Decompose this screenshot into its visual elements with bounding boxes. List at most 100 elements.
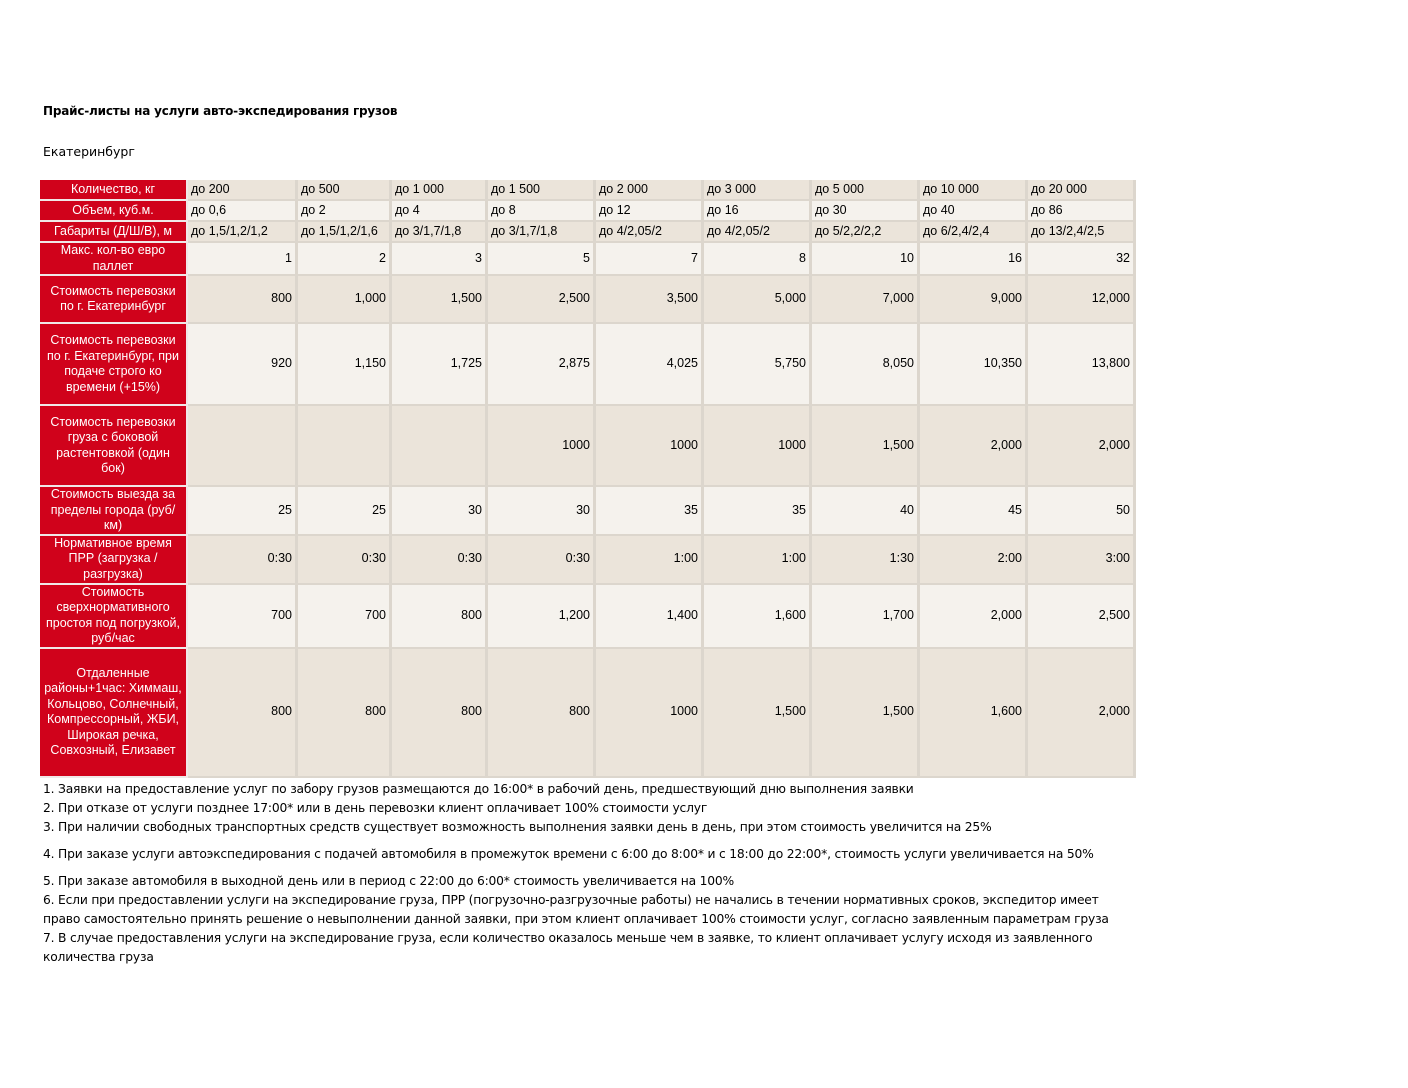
table-cell: до 4/2,05/2 [704,222,812,243]
note-6-cont: право самостоятельно принять решение о н… [43,912,1109,926]
row-label: Габариты (Д/Ш/В), м [40,222,188,243]
table-cell: 7,000 [812,276,920,324]
table-cell: 1000 [704,406,812,487]
table-cell: 30 [392,487,488,536]
table-cell: 32 [1028,243,1136,276]
table-cell: 8 [704,243,812,276]
table-row: Объем, куб.м. до 0,6 до 2 до 4 до 8 до 12 до 1… [40,201,1136,222]
table-cell: 45 [920,487,1028,536]
table-row: Стоимость сверхнормативного простоя под … [40,584,1136,649]
row-label: Макс. кол-во евро паллет [40,243,188,276]
table-cell: до 500 [298,180,392,201]
table-cell: 25 [298,487,392,536]
price-table: Количество, кг до 200 до 500 до 1 000 до 1 5… [40,180,1136,778]
table-cell: 2,500 [488,276,596,324]
table-cell: 35 [596,487,704,536]
table-cell: 1,400 [596,584,704,649]
note-1: 1. Заявки на предоставление услуг по заб… [43,782,914,796]
table-cell: до 4/2,05/2 [596,222,704,243]
table-cell [392,406,488,487]
table-cell: до 2 [298,201,392,222]
table-cell: до 30 [812,201,920,222]
table-cell: 12,000 [1028,276,1136,324]
table-cell: 1000 [596,406,704,487]
table-row: Стоимость перевозки по г. Екатеринбург, … [40,324,1136,406]
table-cell: 30 [488,487,596,536]
table-cell: 800 [298,648,392,778]
table-cell: 2,000 [1028,648,1136,778]
table-cell: 50 [1028,487,1136,536]
table-cell: 5,750 [704,324,812,406]
table-row: Стоимость перевозки груза с боковой раст… [40,406,1136,487]
table-cell: до 3 000 [704,180,812,201]
row-label: Стоимость перевозки груза с боковой раст… [40,406,188,487]
note-6: 6. Если при предоставлении услуги на экс… [43,893,1099,907]
table-cell: 2,000 [920,584,1028,649]
table-row: Отдаленные районы+1час: Химмаш, Кольцово… [40,648,1136,778]
table-cell: до 10 000 [920,180,1028,201]
table-cell: 1,600 [704,584,812,649]
table-cell: до 13/2,4/2,5 [1028,222,1136,243]
table-cell: 1,500 [812,648,920,778]
table-cell: 2:00 [920,535,1028,585]
table-cell: до 200 [188,180,298,201]
table-cell: 0:30 [488,535,596,585]
table-cell: 1000 [488,406,596,487]
note-5: 5. При заказе автомобиля в выходной день… [43,874,735,888]
table-cell: 1,500 [812,406,920,487]
row-label: Стоимость перевозки по г. Екатеринбург, … [40,324,188,406]
table-cell: до 8 [488,201,596,222]
notes-list: 1. Заявки на предоставление услуг по заб… [43,780,1143,967]
city-subtitle: Екатеринбург [43,144,135,159]
table-cell: до 2 000 [596,180,704,201]
table-cell: 5 [488,243,596,276]
row-label: Стоимость перевозки по г. Екатеринбург [40,276,188,324]
table-cell: 40 [812,487,920,536]
table-cell: 700 [188,584,298,649]
table-cell: до 4 [392,201,488,222]
table-cell: 5,000 [704,276,812,324]
table-cell: 3 [392,243,488,276]
row-label: Объем, куб.м. [40,201,188,222]
table-cell: до 1,5/1,2/1,6 [298,222,392,243]
table-cell: до 16 [704,201,812,222]
table-cell: 2,500 [1028,584,1136,649]
table-cell: 800 [392,584,488,649]
page-title: Прайс-листы на услуги авто-экспедировани… [43,104,398,118]
table-cell: 2 [298,243,392,276]
table-cell: 1,725 [392,324,488,406]
table-cell: 35 [704,487,812,536]
table-cell: 1000 [596,648,704,778]
table-cell: 0:30 [298,535,392,585]
table-cell: до 1 500 [488,180,596,201]
table-cell: 1:30 [812,535,920,585]
table-cell [188,406,298,487]
table-cell: 1:00 [704,535,812,585]
table-cell: до 1 000 [392,180,488,201]
row-label: Стоимость сверхнормативного простоя под … [40,584,188,649]
table-cell: до 5/2,2/2,2 [812,222,920,243]
table-cell: до 12 [596,201,704,222]
table-cell: 700 [298,584,392,649]
table-cell: 2,875 [488,324,596,406]
table-cell: 3,500 [596,276,704,324]
table-cell: 920 [188,324,298,406]
table-cell: до 6/2,4/2,4 [920,222,1028,243]
table-cell: 4,025 [596,324,704,406]
note-3: 3. При наличии свободных транспортных ср… [43,820,992,834]
table-cell: 3:00 [1028,535,1136,585]
table-cell: 800 [188,648,298,778]
note-2: 2. При отказе от услуги позднее 17:00* и… [43,801,708,815]
row-label: Количество, кг [40,180,188,201]
table-cell: 1,500 [392,276,488,324]
table-cell: 10,350 [920,324,1028,406]
table-row: Количество, кг до 200 до 500 до 1 000 до 1 5… [40,180,1136,201]
table-cell: 800 [392,648,488,778]
table-cell: 7 [596,243,704,276]
table-cell: 10 [812,243,920,276]
table-cell: до 5 000 [812,180,920,201]
table-cell: 1 [188,243,298,276]
table-cell: 1,000 [298,276,392,324]
table-cell: 1:00 [596,535,704,585]
table-cell: 9,000 [920,276,1028,324]
